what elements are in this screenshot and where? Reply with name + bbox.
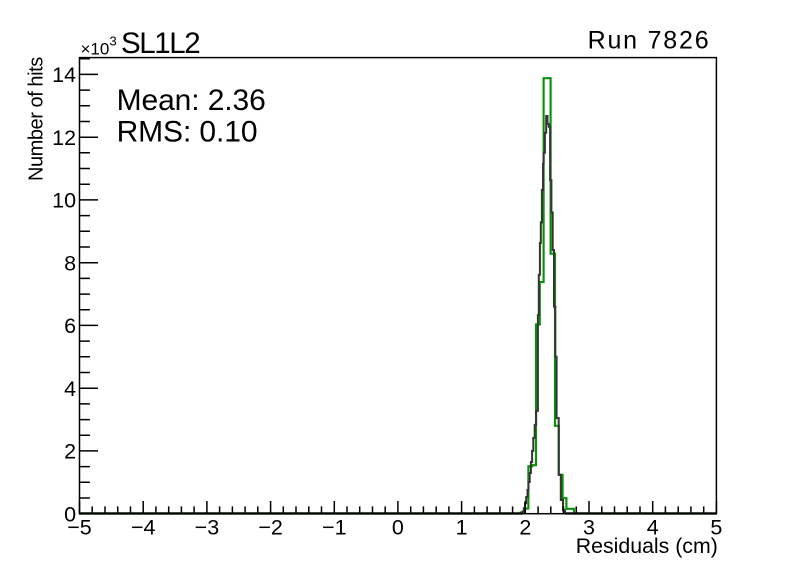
svg-text:−5: −5: [67, 516, 92, 540]
svg-text:0: 0: [392, 516, 404, 540]
svg-text:Number of hits: Number of hits: [25, 57, 47, 181]
svg-text:4: 4: [647, 516, 659, 540]
svg-text:1: 1: [456, 516, 468, 540]
svg-text:Mean: 2.36: Mean: 2.36: [117, 84, 266, 117]
svg-text:RMS: 0.10: RMS: 0.10: [117, 116, 258, 149]
svg-text:−4: −4: [131, 516, 156, 540]
svg-text:3: 3: [583, 516, 595, 540]
svg-text:12: 12: [52, 126, 76, 150]
svg-text:2: 2: [64, 440, 76, 464]
svg-text:6: 6: [64, 314, 76, 338]
svg-text:4: 4: [64, 377, 76, 401]
svg-text:−3: −3: [195, 516, 220, 540]
svg-text:Run 7826: Run 7826: [588, 27, 711, 55]
svg-text:8: 8: [64, 251, 76, 275]
svg-text:SL1L2: SL1L2: [121, 27, 199, 60]
svg-text:0: 0: [64, 502, 76, 526]
svg-text:−2: −2: [258, 516, 283, 540]
svg-text:10: 10: [52, 189, 76, 213]
svg-text:Residuals (cm): Residuals (cm): [576, 534, 718, 558]
svg-text:2: 2: [519, 516, 531, 540]
svg-text:5: 5: [710, 516, 722, 540]
svg-text:−1: −1: [322, 516, 347, 540]
svg-text:14: 14: [52, 63, 76, 87]
